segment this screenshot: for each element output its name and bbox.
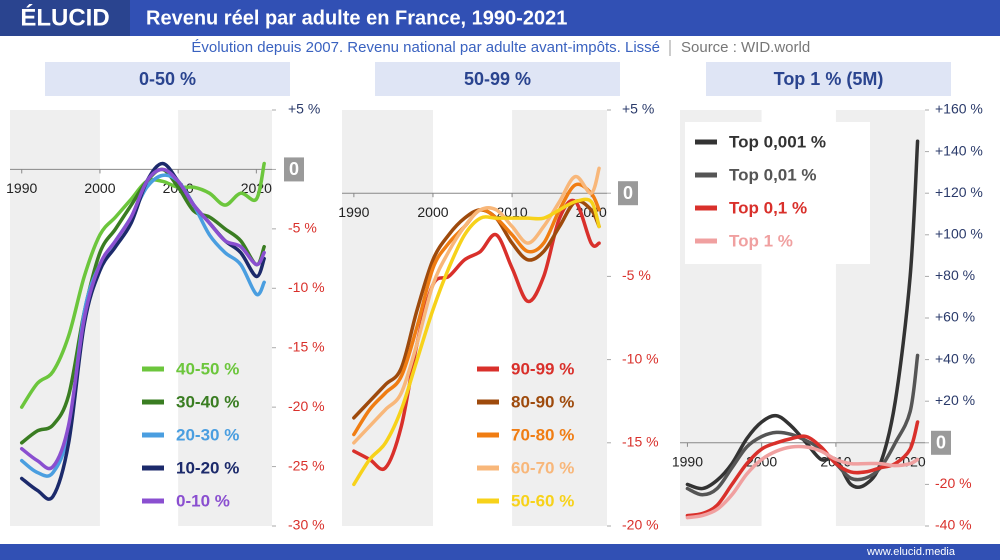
y-tick-label: +60 %	[935, 309, 975, 325]
panel-title: Top 1 % (5M)	[774, 69, 884, 89]
x-tick-label: 1990	[338, 204, 369, 220]
legend-label: Top 0,001 %	[729, 132, 826, 151]
series-line	[685, 420, 920, 518]
y-tick-label: +40 %	[935, 350, 975, 366]
y-tick-label: -40 %	[935, 517, 972, 533]
legend-label: 10-20 %	[176, 458, 239, 477]
y-tick-label: -5 %	[622, 267, 651, 283]
y-tick-label: -20 %	[288, 398, 325, 414]
series-line	[352, 197, 601, 487]
footer: www.elucid.media	[866, 546, 956, 558]
y-tick-label: -20 %	[622, 517, 659, 533]
zero-box	[284, 157, 304, 182]
zero-box	[618, 181, 638, 206]
y-tick-label: +100 %	[935, 226, 983, 242]
legend-label: 50-60 %	[511, 491, 574, 510]
legend-label: Top 0,01 %	[729, 165, 817, 184]
legend-label: Top 0,1 %	[729, 198, 807, 217]
x-tick-label: 2020	[241, 180, 272, 196]
x-tick-label: 1990	[672, 454, 703, 470]
header-bar	[0, 0, 1000, 36]
legend-label: 80-90 %	[511, 392, 574, 411]
y-tick-label: -25 %	[288, 457, 325, 473]
y-tick-label: -10 %	[622, 350, 659, 366]
charts: 0-50 % +5 % 0 -5 % -10 % -15 % -20 % -25 % -30 %…	[6, 62, 983, 533]
panel-header	[375, 62, 620, 96]
footer-bar	[0, 544, 1000, 560]
series-line	[19, 167, 266, 471]
panel-title: 50-99 %	[464, 69, 531, 89]
y-tick-label: 0	[623, 183, 633, 203]
x-tick-label: 2000	[417, 204, 448, 220]
legend-label: 40-50 %	[176, 359, 239, 378]
legend-label: 30-40 %	[176, 392, 239, 411]
y-tick-label: 0	[289, 159, 299, 179]
zero-box	[931, 430, 951, 455]
y-tick-label: +5 %	[288, 101, 320, 117]
x-tick-label: 1990	[6, 180, 37, 196]
panel-header	[45, 62, 290, 96]
legend-label: 70-80 %	[511, 425, 574, 444]
y-tick-label: +120 %	[935, 184, 983, 200]
series-line	[685, 139, 920, 491]
series-line	[352, 198, 601, 471]
background-band	[99, 110, 179, 526]
panel-title: 0-50 %	[139, 69, 196, 89]
legend-label: 20-30 %	[176, 425, 239, 444]
legend-label: Top 1 %	[729, 231, 793, 250]
y-tick-label: +5 %	[622, 101, 654, 117]
y-tick-label: +20 %	[935, 392, 975, 408]
series-line	[19, 173, 266, 478]
x-tick-label: 2000	[84, 180, 115, 196]
y-tick-label: -15 %	[288, 338, 325, 354]
subtitle: Évolution depuis 2007. Revenu national p…	[191, 39, 660, 56]
background-band	[178, 110, 272, 526]
y-tick-label: +80 %	[935, 267, 975, 283]
y-tick-label: +160 %	[935, 101, 983, 117]
title: Revenu réel par adulte en France, 1990-2…	[146, 7, 567, 29]
y-tick-label: -30 %	[288, 517, 325, 533]
background-band	[512, 110, 607, 526]
y-tick-label: -15 %	[622, 434, 659, 450]
logo: ÉLUCID	[20, 3, 109, 31]
series-line	[685, 353, 920, 497]
legend-label: 0-10 %	[176, 491, 230, 510]
background-band	[432, 110, 513, 526]
y-tick-label: -5 %	[288, 220, 317, 236]
y-tick-label: +140 %	[935, 142, 983, 158]
source: Source : WID.world	[681, 39, 810, 56]
panel-header	[706, 62, 951, 96]
series-line	[685, 444, 920, 520]
legend-label: 90-99 %	[511, 359, 574, 378]
y-tick-label: -10 %	[288, 279, 325, 295]
y-tick-label: -20 %	[935, 475, 972, 491]
series-line	[352, 166, 601, 445]
legend-label: 60-70 %	[511, 458, 574, 477]
y-tick-label: 0	[936, 433, 946, 453]
logo-box	[0, 0, 130, 36]
